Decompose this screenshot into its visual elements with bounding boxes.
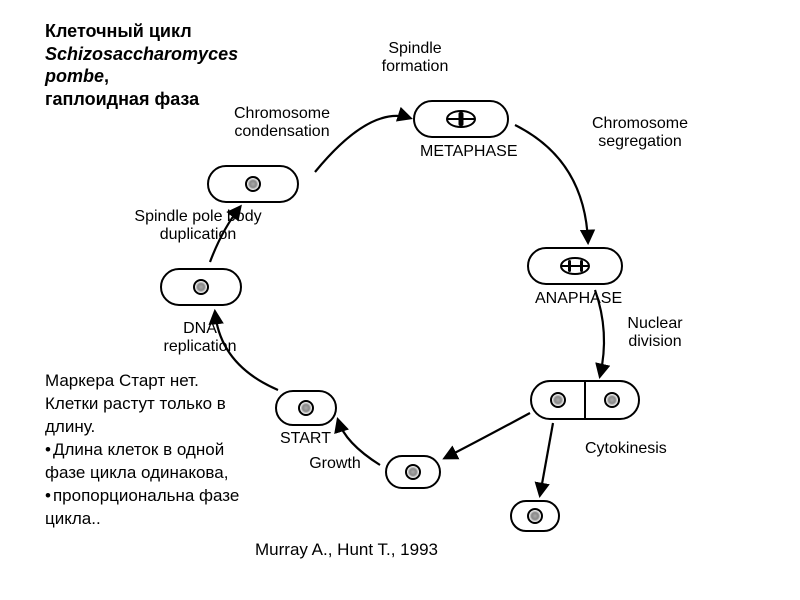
citation: Murray A., Hunt T., 1993 <box>255 540 438 560</box>
label-spindle-formation: Spindle formation <box>355 40 475 77</box>
nucleus-icon <box>405 464 421 480</box>
nucleus-icon <box>193 279 209 295</box>
nucleus-icon <box>527 508 543 524</box>
notes-block: Маркера Старт нет. Клетки растут только … <box>45 370 245 531</box>
nucleus-icon <box>298 400 314 416</box>
title-line3: гаплоидная фаза <box>45 89 199 109</box>
spindle-icon <box>446 110 476 128</box>
cell-start <box>275 390 337 426</box>
note-bullet1: Длина клеток в одной фазе цикла одинаков… <box>45 439 245 485</box>
label-chromosome-condensation: Chromosome condensation <box>222 105 342 142</box>
label-growth: Growth <box>300 455 370 473</box>
stage-metaphase: METAPHASE <box>420 143 518 161</box>
note-line1: Маркера Старт нет. <box>45 370 245 393</box>
title-block: Клеточный цикл Schizosaccharomyces pombe… <box>45 20 305 110</box>
nucleus-icon <box>550 392 566 408</box>
label-spindle-pole-body: Spindle pole body duplication <box>118 208 278 245</box>
stage-anaphase: ANAPHASE <box>535 290 622 308</box>
title-line2: Schizosaccharomyces pombe <box>45 44 238 87</box>
cell-postcytokinesis <box>510 500 560 532</box>
label-dna-replication: DNA replication <box>150 320 250 357</box>
label-cytokinesis: Cytokinesis <box>585 440 685 458</box>
diagram-canvas: Клеточный цикл Schizosaccharomyces pombe… <box>0 0 800 600</box>
label-nuclear-division: Nuclear division <box>615 315 695 352</box>
label-chromosome-segregation: Chromosome segregation <box>580 115 700 152</box>
stage-start: START <box>280 430 331 448</box>
nucleus-icon <box>245 176 261 192</box>
cell-dividing <box>530 380 640 420</box>
cell-prophase <box>207 165 299 203</box>
cell-growth <box>385 455 441 489</box>
cell-anaphase <box>527 247 623 285</box>
spindle-anaphase-icon <box>560 257 590 275</box>
title-line1: Клеточный цикл <box>45 21 192 41</box>
cell-spb <box>160 268 242 306</box>
note-bullet2: пропорциональна фазе цикла.. <box>45 485 245 531</box>
title-comma: , <box>104 66 109 86</box>
nucleus-icon <box>604 392 620 408</box>
note-line2: Клетки растут только в длину. <box>45 393 245 439</box>
cell-metaphase <box>413 100 509 138</box>
